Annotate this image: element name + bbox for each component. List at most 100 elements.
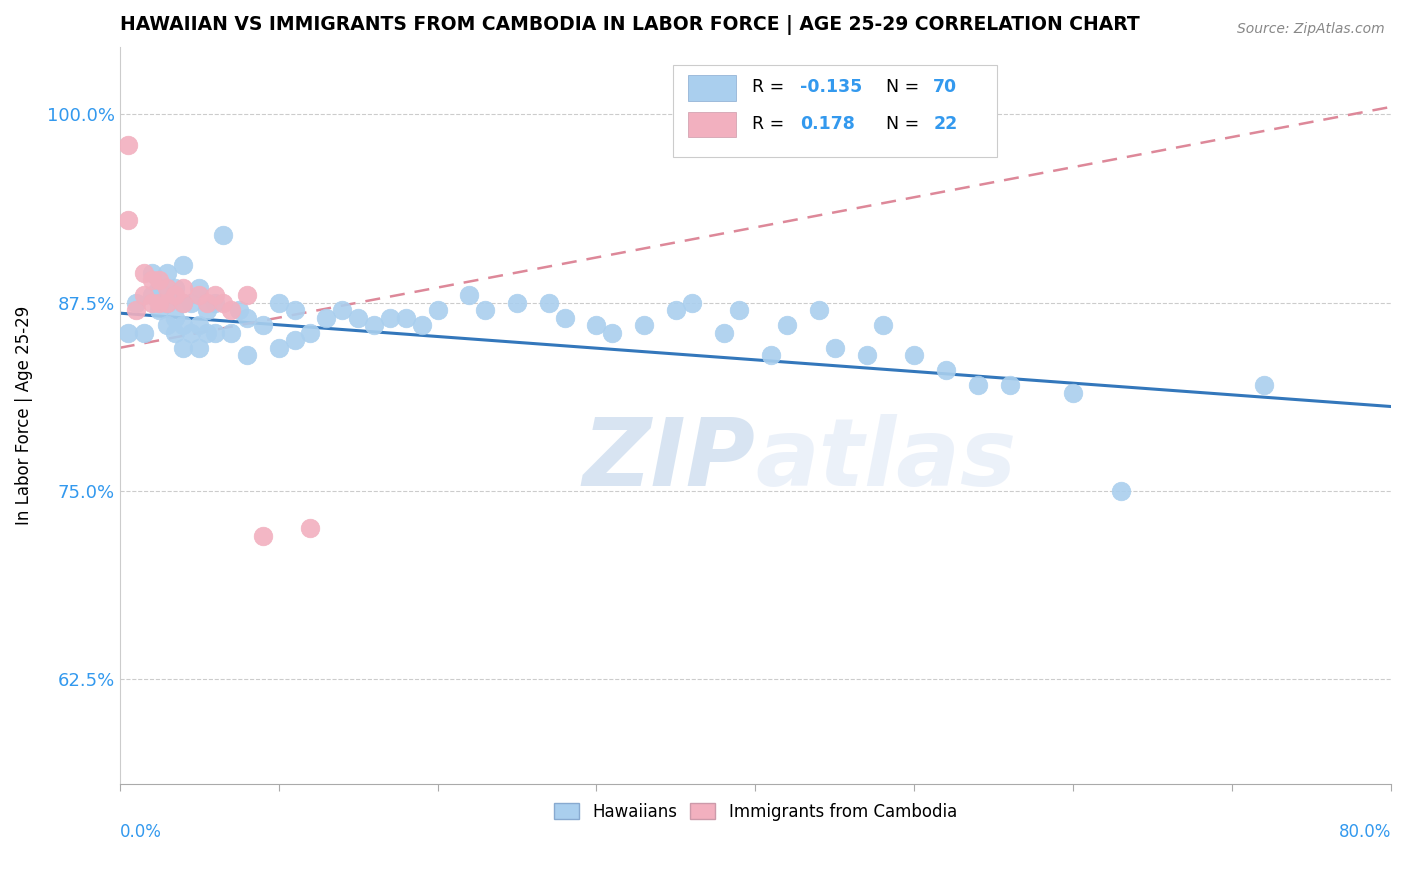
Point [172, 318, 194, 333]
Point [172, 295, 194, 310]
Point [148, 303, 170, 318]
Text: 0.0%: 0.0% [120, 823, 162, 841]
Point [117, 137, 139, 152]
Point [395, 310, 418, 325]
Point [728, 303, 751, 318]
Point [180, 326, 202, 340]
Point [1109, 483, 1132, 498]
Point [195, 326, 218, 340]
Point [195, 295, 218, 310]
Point [188, 280, 211, 294]
Point [713, 326, 735, 340]
Point [776, 318, 799, 333]
Legend: Hawaiians, Immigrants from Cambodia: Hawaiians, Immigrants from Cambodia [547, 797, 963, 828]
Point [347, 310, 370, 325]
Point [188, 288, 211, 302]
Point [124, 295, 146, 310]
Point [330, 303, 353, 318]
Point [172, 280, 194, 294]
Text: atlas: atlas [755, 414, 1017, 506]
Text: -0.135: -0.135 [800, 78, 862, 96]
Text: Source: ZipAtlas.com: Source: ZipAtlas.com [1237, 22, 1385, 37]
Point [228, 303, 250, 318]
Point [141, 295, 163, 310]
FancyBboxPatch shape [688, 76, 737, 101]
Point [212, 227, 235, 242]
Point [807, 303, 830, 318]
Point [1253, 378, 1275, 392]
Point [148, 280, 170, 294]
Point [267, 295, 290, 310]
Text: 22: 22 [934, 115, 957, 133]
Point [132, 326, 155, 340]
Point [132, 266, 155, 280]
Point [935, 363, 957, 377]
Point [172, 341, 194, 355]
Point [411, 318, 433, 333]
Point [824, 341, 846, 355]
Point [761, 348, 783, 362]
Point [195, 303, 218, 318]
Point [180, 295, 202, 310]
Point [665, 303, 688, 318]
Point [132, 288, 155, 302]
Point [363, 318, 385, 333]
Point [219, 303, 242, 318]
Point [117, 326, 139, 340]
Point [506, 295, 529, 310]
FancyBboxPatch shape [672, 65, 997, 157]
Point [148, 295, 170, 310]
Point [267, 341, 290, 355]
Text: N =: N = [886, 115, 925, 133]
Point [1062, 386, 1084, 401]
Point [633, 318, 655, 333]
Point [165, 310, 187, 325]
Point [156, 280, 179, 294]
Point [283, 303, 305, 318]
FancyBboxPatch shape [688, 112, 737, 137]
Point [554, 310, 576, 325]
Point [188, 318, 211, 333]
Point [172, 295, 194, 310]
Point [156, 295, 179, 310]
Point [426, 303, 449, 318]
Point [315, 310, 337, 325]
Point [236, 288, 259, 302]
Point [148, 273, 170, 287]
Point [156, 295, 179, 310]
Point [474, 303, 496, 318]
Point [236, 348, 259, 362]
Text: N =: N = [886, 78, 925, 96]
Point [602, 326, 624, 340]
Point [585, 318, 607, 333]
Point [212, 295, 235, 310]
Point [236, 310, 259, 325]
Point [998, 378, 1021, 392]
Point [872, 318, 894, 333]
Point [141, 288, 163, 302]
Point [458, 288, 481, 302]
Point [188, 341, 211, 355]
Point [204, 326, 226, 340]
Point [903, 348, 925, 362]
Point [252, 529, 274, 543]
Point [299, 326, 322, 340]
Point [165, 326, 187, 340]
Point [283, 333, 305, 347]
Point [117, 212, 139, 227]
Text: 0.178: 0.178 [800, 115, 855, 133]
Text: HAWAIIAN VS IMMIGRANTS FROM CAMBODIA IN LABOR FORCE | AGE 25-29 CORRELATION CHAR: HAWAIIAN VS IMMIGRANTS FROM CAMBODIA IN … [120, 15, 1139, 35]
Point [299, 521, 322, 535]
Point [141, 266, 163, 280]
Point [855, 348, 877, 362]
Point [966, 378, 988, 392]
Point [378, 310, 401, 325]
Point [124, 303, 146, 318]
Text: 70: 70 [934, 78, 957, 96]
Point [204, 295, 226, 310]
Point [172, 258, 194, 272]
Point [156, 318, 179, 333]
Point [681, 295, 703, 310]
Text: 80.0%: 80.0% [1339, 823, 1391, 841]
Y-axis label: In Labor Force | Age 25-29: In Labor Force | Age 25-29 [15, 306, 32, 525]
